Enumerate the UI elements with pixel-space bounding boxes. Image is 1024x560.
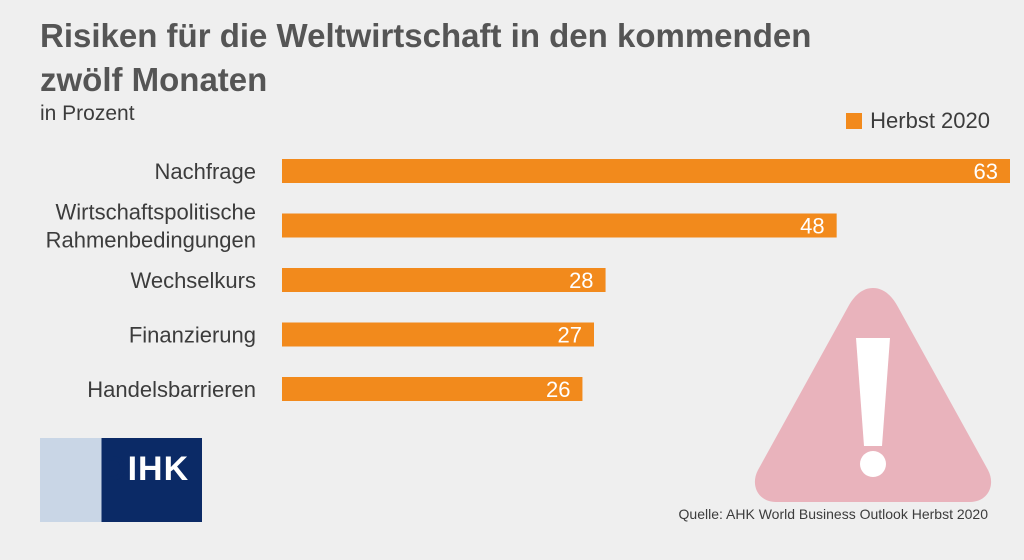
chart-subtitle: in Prozent xyxy=(40,102,135,125)
warning-exclamation-bar xyxy=(856,338,890,446)
bar-value-label: 26 xyxy=(546,377,570,402)
logo-text-first: D xyxy=(102,450,128,488)
bar xyxy=(282,159,1010,183)
legend: Herbst 2020 xyxy=(846,108,990,134)
bar xyxy=(282,268,606,292)
category-label: Wechselkurs xyxy=(130,268,256,293)
legend-label: Herbst 2020 xyxy=(870,108,990,133)
legend-swatch xyxy=(846,113,863,129)
bar xyxy=(282,377,583,401)
logo-text-rest: IHK xyxy=(127,450,190,488)
bar-value-label: 63 xyxy=(974,159,998,184)
bar-value-label: 28 xyxy=(569,268,593,293)
category-label: Finanzierung xyxy=(129,323,256,348)
source-note: Quelle: AHK World Business Outlook Herbs… xyxy=(678,506,988,522)
bar xyxy=(282,322,594,347)
category-label: Nachfrage xyxy=(154,159,256,184)
category-label: Handelsbarrieren xyxy=(87,377,256,402)
category-label: Rahmenbedingungen xyxy=(46,228,256,253)
dihk-logo: DIHK xyxy=(40,438,202,522)
chart-title: Risiken für die Weltwirtschaft in den ko… xyxy=(40,17,812,98)
warning-icon xyxy=(754,288,992,502)
bar-value-label: 27 xyxy=(558,323,582,348)
bar xyxy=(282,213,837,238)
bar-value-label: 48 xyxy=(800,214,824,239)
category-label: Wirtschaftspolitische xyxy=(55,200,256,225)
warning-exclamation-dot xyxy=(860,451,886,477)
